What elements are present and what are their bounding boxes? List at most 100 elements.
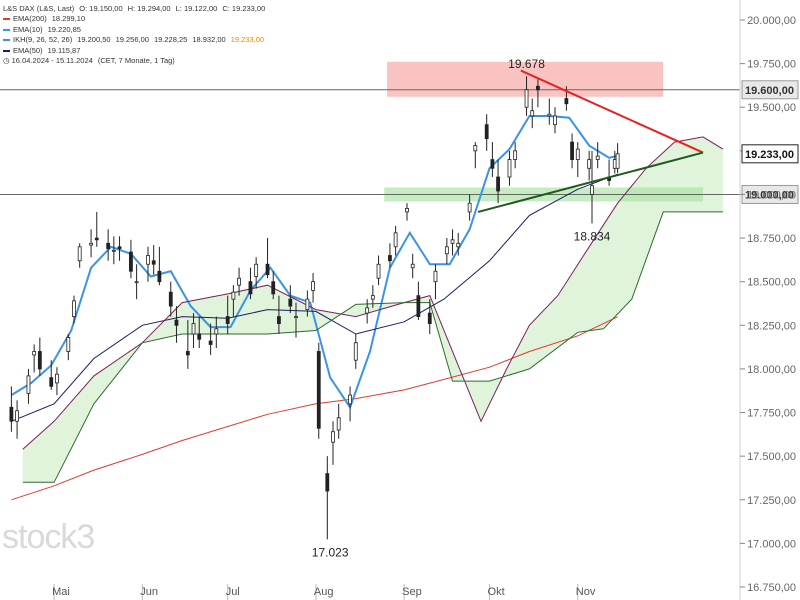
ema200-swatch	[3, 18, 10, 20]
legend-ema10[interactable]: EMA(10) 19.220,85	[3, 25, 265, 35]
y-tick-label-1: 17.000,00	[747, 538, 796, 550]
candle-body-4	[38, 351, 41, 368]
y-tick-label-12: 19.750,00	[747, 59, 796, 71]
candle-body-55	[445, 247, 448, 254]
legend-header: L&S DAX (L&S, Last) O: 19.150,00 H: 19.294…	[3, 4, 265, 14]
candle-body-28	[232, 292, 235, 299]
y-tick-label-3: 17.500,00	[747, 451, 796, 463]
candle-body-66	[531, 111, 534, 116]
ohlc-high: H: 19.294,00	[128, 4, 171, 13]
y-tick-label-13: 20.000,00	[747, 15, 796, 27]
candle-body-44	[354, 343, 357, 360]
candle-body-51	[411, 264, 414, 267]
candles	[10, 76, 619, 539]
candle-body-1	[16, 411, 19, 421]
candle-body-21	[175, 320, 178, 325]
candle-body-27	[226, 317, 229, 324]
candle-body-75	[596, 156, 599, 159]
y-tick-label-8: 18.750,00	[747, 233, 796, 245]
candle-body-69	[554, 116, 557, 125]
legend-ema200[interactable]: EMA(200) 18.299,10	[3, 14, 265, 24]
candle-body-39	[317, 351, 320, 428]
candle-body-10	[90, 243, 93, 245]
candle-body-78	[616, 154, 619, 168]
candle-body-32	[266, 264, 269, 274]
x-tick-label-1: Jun	[140, 586, 158, 598]
candle-body-26	[215, 329, 218, 334]
candle-body-19	[158, 271, 161, 281]
candle-body-29	[238, 278, 241, 285]
candle-body-12	[107, 243, 110, 248]
candle-body-61	[491, 160, 494, 169]
y-tick-label-9: 19.000,00	[747, 189, 796, 201]
ikh-value-2: 19.256,00	[116, 35, 149, 44]
clock-icon: ◷	[3, 56, 12, 65]
candle-body-37	[306, 299, 309, 309]
candle-body-24	[198, 334, 201, 339]
candle-body-59	[474, 146, 477, 151]
y-tick-label-4: 17.750,00	[747, 408, 796, 420]
ema10-value: 19.220,85	[48, 25, 81, 34]
candle-body-22	[186, 351, 189, 354]
x-tick-label-0: Mai	[52, 586, 70, 598]
x-tick-label-2: Jul	[226, 586, 240, 598]
x-tick-label-4: Sep	[402, 586, 422, 598]
ikh-value-5: 19.233,00	[231, 35, 264, 44]
ikh-value-3: 19.228,25	[154, 35, 187, 44]
ikh-value-1: 19.200,50	[77, 35, 110, 44]
candle-body-8	[73, 301, 76, 317]
candle-body-53	[428, 313, 431, 323]
annotation-0: 19.678	[508, 57, 545, 71]
candle-body-74	[591, 186, 594, 195]
candle-body-33	[272, 282, 275, 294]
period-range: 16.04.2024 - 15.11.2024	[12, 56, 93, 65]
candle-body-0	[10, 407, 13, 421]
y-tick-label-0: 16.750,00	[747, 582, 796, 594]
candle-body-15	[129, 252, 132, 271]
candle-body-20	[169, 292, 172, 306]
candle-body-68	[548, 114, 551, 116]
candle-body-7	[67, 338, 70, 352]
ema50-value: 19.115,87	[48, 46, 81, 55]
legend: L&S DAX (L&S, Last) O: 19.150,00 H: 19.294…	[3, 4, 265, 66]
ikh-label: IKH(9, 26, 52, 26)	[13, 35, 72, 44]
annotation-2: 17.023	[312, 545, 349, 559]
y-tick-label-2: 17.250,00	[747, 495, 796, 507]
y-tick-label-5: 18.000,00	[747, 364, 796, 376]
candle-body-30	[249, 282, 252, 294]
legend-ema50[interactable]: EMA(50) 19.115,87	[3, 46, 265, 56]
candle-body-62	[497, 177, 500, 191]
candle-body-13	[112, 250, 115, 251]
candle-body-17	[147, 256, 150, 265]
candle-body-34	[277, 317, 280, 324]
candle-body-71	[571, 142, 574, 159]
candle-body-25	[209, 341, 212, 344]
candle-body-45	[366, 308, 369, 313]
candle-body-16	[135, 282, 138, 283]
ema10-swatch	[3, 29, 10, 31]
candle-body-63	[508, 160, 511, 177]
ikh-value-4: 18.932,00	[192, 35, 225, 44]
y-tick-label-6: 18.250,00	[747, 320, 796, 332]
candle-body-57	[457, 243, 460, 246]
ohlc-open: O: 19.150,00	[79, 4, 122, 13]
ohlc-close: C: 19.233,00	[222, 4, 265, 13]
candle-body-43	[349, 395, 352, 404]
y-tick-label-7: 18.500,00	[747, 277, 796, 289]
candle-body-14	[118, 247, 121, 249]
legend-ikh[interactable]: IKH(9, 26, 52, 26) 19.200,50 19.256,00 19.2…	[3, 35, 265, 45]
ema50-label: EMA(50)	[13, 46, 43, 55]
x-axis: Mai Jun Jul Aug Sep Okt Nov	[52, 584, 596, 600]
ohlc-low: L: 19.122,00	[176, 4, 218, 13]
candle-body-58	[468, 203, 471, 212]
candle-body-72	[576, 149, 579, 159]
stock3-watermark: stock3	[2, 518, 94, 557]
candle-body-54	[434, 271, 437, 281]
x-tick-label-6: Nov	[576, 586, 596, 598]
candle-body-18	[152, 261, 155, 264]
candle-body-65	[525, 90, 528, 107]
candle-body-11	[95, 238, 98, 240]
candle-body-9	[78, 247, 81, 261]
candle-body-49	[394, 233, 397, 247]
